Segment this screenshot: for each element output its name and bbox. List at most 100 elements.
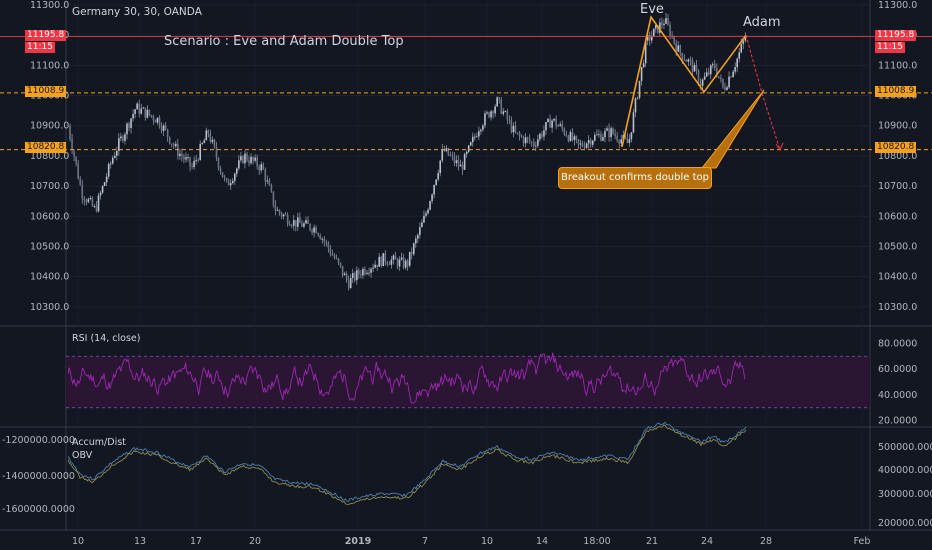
candle-body	[353, 273, 356, 281]
price-tick-right: 11300.0	[878, 0, 917, 11]
candle-body	[571, 132, 574, 141]
price-tick-right: 10700.0	[878, 181, 917, 192]
candle-body	[335, 258, 338, 260]
candle-body	[191, 166, 193, 168]
ad-tick: -1400000.0000	[2, 471, 75, 482]
candle-body	[693, 64, 696, 72]
candle-body	[331, 254, 334, 256]
candle-body	[148, 109, 151, 115]
candle-body	[172, 144, 175, 147]
candle-body	[154, 120, 157, 123]
candle-body	[91, 198, 94, 207]
candle-body	[600, 134, 602, 141]
candle-body	[297, 217, 299, 227]
ad-legend[interactable]: Accum/Dist	[72, 437, 126, 448]
candle-body	[453, 155, 456, 163]
candle-body	[107, 164, 110, 177]
candle-body	[79, 178, 82, 185]
ad-tick: -1600000.0000	[2, 504, 75, 515]
candle-body	[254, 157, 256, 161]
candle-body	[93, 206, 96, 207]
candle-body	[113, 155, 116, 158]
candle-body	[522, 137, 525, 144]
candle-body	[309, 223, 311, 230]
candle-body	[97, 195, 100, 212]
price-tick-left: 11100.0	[30, 60, 69, 71]
candle-body	[319, 235, 322, 240]
candle-body	[455, 160, 458, 163]
candle-body	[459, 164, 462, 167]
price-tick-left: 10900.0	[30, 121, 69, 132]
price-tick-right: 10600.0	[878, 211, 917, 222]
candle-body	[486, 112, 488, 114]
price-tick-left: 10400.0	[30, 272, 69, 283]
candle-body	[415, 238, 417, 244]
price-tick-left: 11300.0	[30, 0, 69, 11]
candle-body	[711, 64, 714, 66]
symbol-title[interactable]: Germany 30, 30, OANDA	[72, 6, 202, 18]
candle-body	[402, 257, 405, 268]
candle-body	[614, 134, 616, 136]
candle-body	[83, 198, 86, 201]
candle-body	[404, 260, 407, 268]
candle-body	[406, 260, 409, 266]
candle-body	[168, 136, 171, 144]
candle-body	[520, 135, 523, 138]
candle-body	[150, 114, 153, 117]
candle-body	[126, 123, 128, 135]
candle-body	[573, 136, 576, 141]
ad-line	[67, 424, 747, 505]
rsi-legend[interactable]: RSI (14, close)	[72, 333, 141, 344]
candle-body	[246, 153, 248, 161]
candle-body	[272, 191, 275, 206]
candle-body	[551, 120, 553, 128]
candle-body	[587, 140, 590, 144]
candle-body	[539, 133, 541, 140]
candle-body	[321, 238, 324, 240]
candle-body	[187, 157, 189, 158]
candle-body	[284, 214, 287, 216]
price-tick-left: 10600.0	[30, 211, 69, 222]
rsi-tick: 60.0000	[878, 364, 917, 375]
candle-body	[262, 164, 265, 170]
candle-body	[689, 59, 692, 61]
candle-body	[691, 60, 694, 72]
candle-body	[474, 136, 476, 138]
candle-body	[575, 136, 578, 140]
candle-body	[561, 124, 564, 129]
time-tick: 24	[701, 536, 713, 547]
candle-body	[201, 143, 204, 144]
candle-body	[535, 145, 537, 147]
candle-body	[736, 58, 738, 68]
candle-body	[189, 157, 191, 167]
candle-body	[278, 209, 281, 214]
candle-body	[492, 111, 494, 114]
candle-body	[661, 22, 663, 26]
candle-body	[307, 220, 309, 224]
candle-body	[640, 67, 643, 81]
upper-level-tag-left: 11008.9	[25, 86, 67, 97]
rsi-tick: 40.0000	[878, 390, 917, 401]
candle-body	[248, 160, 250, 164]
candle-body	[449, 155, 452, 157]
countdown-tag-left: 11:15	[25, 42, 55, 53]
lower-level-tag-left: 10820.8	[25, 142, 67, 153]
candle-body	[185, 157, 187, 160]
candle-body	[301, 223, 303, 227]
candle-body	[724, 87, 726, 90]
price-tick-right: 10900.0	[878, 121, 917, 132]
candle-body	[152, 116, 155, 121]
breakout-callout[interactable]: Breakout confirms double top	[558, 167, 712, 189]
candle-body	[579, 143, 582, 145]
obv-legend[interactable]: OBV	[72, 450, 93, 461]
candle-body	[427, 209, 429, 214]
candle-body	[437, 173, 439, 180]
rsi-line	[67, 352, 746, 404]
candle-body	[166, 129, 169, 137]
candle-body	[417, 234, 419, 239]
candle-body	[634, 98, 637, 113]
candle-body	[433, 185, 435, 195]
candle-body	[508, 119, 511, 121]
time-tick: 20	[249, 536, 261, 547]
